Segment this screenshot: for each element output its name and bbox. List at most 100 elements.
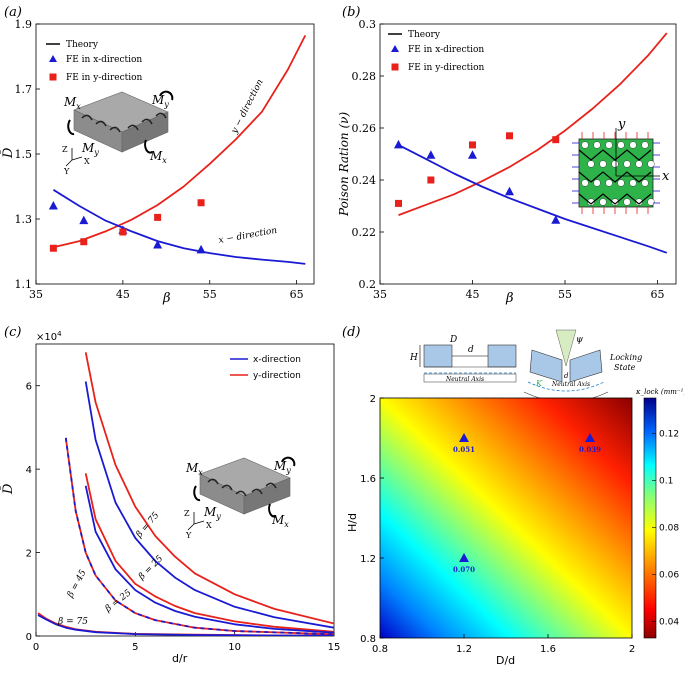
colorbar-d [643,397,657,639]
xtick-label-a-3: 65 [290,288,304,301]
ytick-label-b-3: 0.26 [352,122,377,135]
lattice-hole [623,160,631,168]
schematic-d-right: d [564,372,569,380]
lattice-hole [605,179,613,187]
lattice-hole [611,160,619,168]
heatmap-point-label-1: 0.039 [579,445,601,454]
ytick-label-a-3: 1.7 [15,83,33,96]
heatmap-point-1 [585,433,595,442]
schematic-neutral-axis-left: Neutral Axis [445,376,484,383]
inset-hinges-c [207,478,277,497]
legend-y-c: y-direction [253,371,301,381]
colorbar-tick-label-1: 0.06 [659,570,679,580]
inset-x-c: X [206,521,212,530]
lattice-hole [587,198,595,206]
schematic-base-box [423,373,517,383]
inset-y-c: Y [185,531,192,540]
schematic-block-right [487,344,517,368]
series-line-b-0 [398,32,668,216]
marker-fex-a-3 [153,240,163,249]
schematic-K: K [535,379,543,388]
schematic-state: State [614,363,636,372]
legend-marker-fey-b [391,63,399,71]
annotation-beta25-red-c: β = 25 [103,588,134,615]
lattice-hole [617,141,625,149]
lattice-hole [641,141,649,149]
heatmap-point-0 [459,433,469,442]
annotation-beta25-blue-c: β = 25 [136,554,165,583]
marker-fey-b-3 [506,132,513,140]
marker-fey-a-4 [197,199,205,207]
inset-right-a [121,111,169,153]
series-a [52,34,307,265]
inset-axis-y-a [65,159,73,167]
colorbar-tick-label-3: 0.1 [659,476,673,486]
inset-lattice-zigzag-b [578,149,652,205]
legend-box-c [225,349,331,385]
schematic-locked-left [529,349,563,383]
ytick-label-d-3: 2 [370,394,376,405]
ticks-d: 0.8 1.2 1.6 2 0.8 1.2 1.6 2 [360,394,635,655]
xtick-label-d-3: 2 [629,644,635,655]
lattice-hole [599,198,607,206]
inset-my-bottom-a: My [81,141,99,157]
marker-fey-a-1 [80,238,88,246]
colorbar-label-d: κ_lock (mm⁻¹) [635,388,684,396]
lattice-hole [635,160,643,168]
inset-z-a: Z [62,145,68,154]
series-line-c-7 [37,614,334,636]
legend-theory-b: Theory [408,30,441,40]
inset-my-bottom-c: My [203,505,221,521]
xtick-label-c-2: 10 [228,642,241,653]
legend-fey-a: FE in y-direction [66,73,143,83]
annotation-beta75-red-c: β = 75 [134,510,162,540]
plot-frame-d [379,397,633,639]
lattice-hole [623,198,631,206]
inset-structure-c: Mx My My Mx Z Y X [184,456,296,540]
lattice-hole [581,179,589,187]
xtick-label-b-3: 65 [651,288,665,301]
legend-fex-a: FE in x-direction [66,55,142,65]
xtick-label-a-1: 45 [116,288,130,301]
lattice-hole [647,160,655,168]
panel-b: (b) 35 45 55 65 0.2 0.22 0.24 0.26 0.28 0.3 β Poi… [337,5,677,306]
marker-fex-a-4 [196,244,206,254]
colorbar-tick-label-4: 0.12 [659,429,679,439]
ytick-label-d-2: 1.6 [360,474,376,485]
marker-fex-a-0 [48,201,58,210]
xlabel-b: β [505,291,514,306]
ytick-label-d-0: 0.8 [360,634,376,645]
inset-structure-a: Mx My My Mx Z Y X [62,90,174,176]
legend-fex-b: FE in x-direction [408,45,484,55]
ytick-label-c-3: 6 [26,382,32,393]
lattice-hole [629,141,637,149]
ylabel-a: D̄ [0,147,16,159]
xtick-label-d-1: 1.2 [456,644,472,655]
schematic-d: Neutral Axis D d H ψ Locking State K Neu… [409,329,642,403]
marker-fey-b-1 [427,176,435,184]
markers-b [394,132,561,224]
lattice-hole [605,141,613,149]
ytick-label-c-1: 2 [26,549,32,560]
panel-a: (a) 35 45 55 65 1.1 1.3 1.5 1.7 1.9 β D̄ Theory … [0,5,315,306]
schematic-block-left [423,344,453,368]
heatmap-point-label-0: 0.051 [453,445,475,454]
heatmap-point-label-2: 0.070 [453,565,475,574]
panel-c: (c) 0 5 10 15 0 2 4 6 ×104 d/r D̄ x-direction y… [0,325,340,665]
marker-fex-b-1 [426,150,436,159]
marker-fex-b-2 [468,150,477,159]
marker-fey-b-0 [395,199,402,207]
plot-frame-b [379,23,677,285]
series-line-c-1 [84,381,334,629]
series-line-b-1 [398,144,668,254]
series-b [398,32,668,254]
legend-marker-fex-a [49,55,57,62]
ylabel-b: Poison Ration (ν) [337,112,351,217]
ytick-label-b-4: 0.28 [352,70,377,83]
legend-a: Theory FE in x-direction FE in y-directi… [46,40,143,83]
schematic-locked-right [569,349,603,383]
panel-d: (d) Neutral Axis D d H ψ Locking State K… [342,325,684,667]
xlabel-d: D/d [496,654,515,667]
legend-x-c: x-direction [253,355,301,365]
